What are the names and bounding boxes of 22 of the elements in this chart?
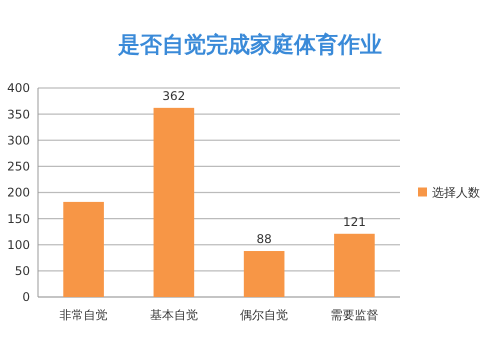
x-tick-label: 偶尔自觉	[240, 308, 288, 322]
data-label: 362	[162, 88, 186, 103]
bar	[154, 108, 194, 297]
x-tick-label: 需要监督	[330, 308, 378, 322]
y-tick-label: 400	[7, 81, 30, 96]
bar	[334, 234, 375, 297]
chart-title: 是否自觉完成家庭体育作业	[117, 32, 382, 58]
data-label: 88	[256, 232, 272, 246]
x-tick-label: 基本自觉	[150, 308, 198, 322]
y-tick-label: 50	[14, 264, 30, 278]
y-tick-label: 200	[7, 186, 30, 200]
y-tick-label: 300	[7, 133, 30, 148]
legend-label: 选择人数	[432, 186, 480, 200]
data-label: 121	[342, 214, 366, 229]
x-tick-label: 非常自觉	[60, 308, 108, 322]
y-tick-label: 150	[7, 212, 30, 226]
y-tick-label: 100	[7, 238, 30, 252]
y-tick-label: 250	[7, 160, 30, 174]
y-tick-label: 350	[7, 107, 30, 122]
bar	[244, 251, 284, 297]
bar	[63, 202, 104, 297]
y-tick-label: 0	[22, 290, 30, 304]
